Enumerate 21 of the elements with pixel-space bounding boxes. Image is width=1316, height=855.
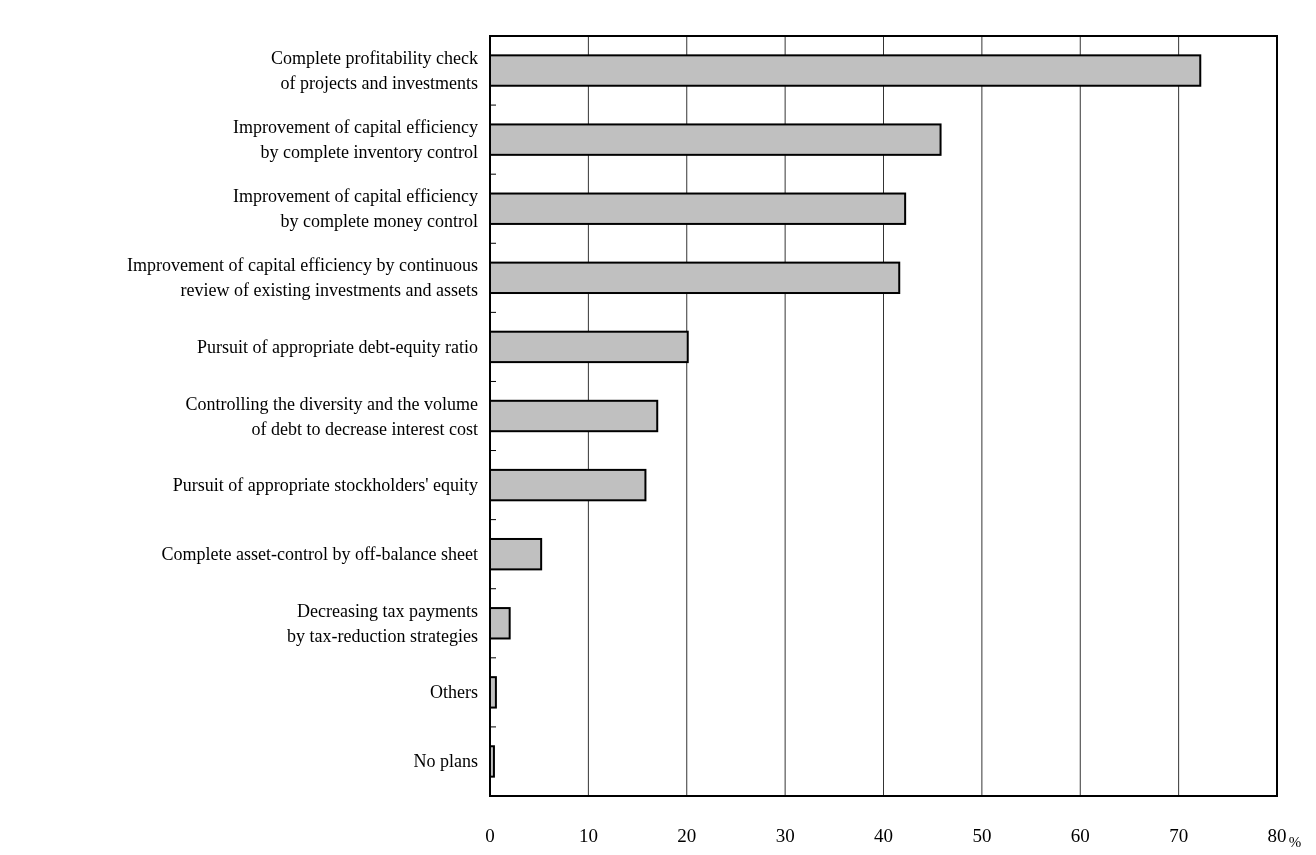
x-tick-label: 70 [1169, 825, 1189, 846]
x-tick-label: 20 [677, 825, 697, 846]
x-axis-title: % [1288, 834, 1302, 850]
y-tick-label: Improvement of capital efficiency by continuous review of existing investments and assets [126, 255, 478, 301]
y-tick-label: Decreasing tax payments by tax-reduction strategies [287, 600, 478, 646]
x-tick-label: 60 [1070, 825, 1090, 846]
y-tick-label: Pursuit of appropriate debt-equity ratio [197, 336, 478, 357]
x-tick-label: 80 [1267, 825, 1287, 846]
x-tick-label: 40 [874, 825, 893, 846]
x-tick-label: 10 [578, 825, 598, 846]
y-tick-label: Improvement of capital efficiency by complete inventory control [232, 117, 478, 163]
y-tick-label: Complete profitability check of projects and investments [271, 48, 478, 94]
y-tick-label: Complete asset-control by off-balance sheet [161, 544, 478, 565]
y-tick-label: Controlling the diversity and the volume of debt to decrease interest cost [185, 393, 478, 439]
x-tick-label: 0 [485, 825, 495, 846]
x-tick-label: 50 [972, 825, 992, 846]
x-tick-label: 30 [775, 825, 795, 846]
y-tick-label: No plans [413, 751, 478, 772]
y-tick-label: Improvement of capital efficiency by complete money control [232, 186, 478, 232]
y-tick-label: Pursuit of appropriate stockholders' equity [172, 475, 478, 496]
y-tick-label: Others [430, 682, 478, 703]
